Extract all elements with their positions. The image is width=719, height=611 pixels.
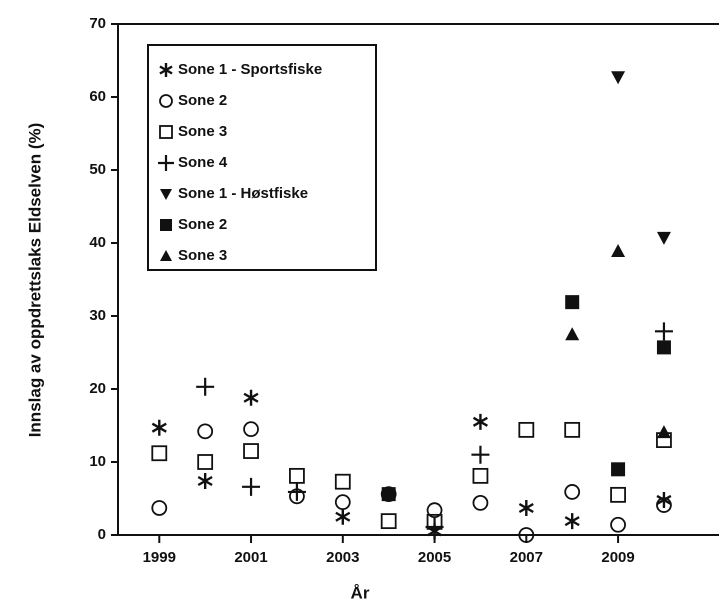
point (564, 421, 581, 438)
x-tick-label: 2009 (601, 549, 634, 566)
y-tick-label: 0 (98, 526, 106, 543)
legend-marker (160, 189, 172, 200)
point (565, 295, 580, 310)
x-tick-label: 2001 (234, 549, 267, 566)
legend-marker (158, 155, 174, 171)
point (472, 467, 489, 484)
point (335, 508, 351, 525)
x-axis-label: År (351, 583, 370, 602)
point (426, 502, 443, 519)
point (289, 467, 305, 484)
x-tick-label: 2003 (326, 549, 359, 566)
y-axis-label: Innslag av oppdrettslaks Eldselven (%) (25, 123, 44, 438)
y-tick-label: 50 (89, 161, 106, 178)
point (611, 244, 626, 258)
y-tick-label: 10 (89, 453, 106, 470)
point (472, 413, 488, 430)
point (472, 494, 489, 511)
legend-marker (160, 250, 172, 261)
point (518, 527, 535, 543)
y-tick-label: 20 (89, 380, 106, 397)
point (243, 421, 259, 438)
point (656, 231, 671, 245)
point (151, 500, 168, 516)
point (334, 473, 351, 490)
point (243, 389, 259, 406)
point (471, 445, 490, 464)
legend-box (147, 44, 377, 271)
point (425, 517, 444, 536)
point (610, 516, 626, 533)
x-tick-label: 2005 (418, 549, 451, 566)
point (656, 425, 671, 439)
legend-label: Sone 2 (178, 92, 227, 109)
point (287, 482, 306, 501)
point (518, 421, 535, 438)
legend-label: Sone 3 (178, 247, 227, 264)
legend-label: Sone 1 - Sportsfiske (178, 61, 322, 78)
point (564, 513, 580, 530)
legend-label: Sone 3 (178, 123, 227, 140)
legend-label: Sone 1 - Høstfiske (178, 185, 308, 202)
point (243, 443, 259, 459)
point (197, 423, 214, 440)
point (197, 454, 214, 470)
point (656, 340, 671, 355)
point (611, 462, 626, 477)
point (610, 486, 626, 503)
legend-marker (159, 125, 173, 139)
point (151, 445, 168, 462)
point (656, 491, 672, 508)
legend-label: Sone 4 (178, 154, 228, 171)
point (565, 327, 580, 341)
legend-marker (159, 94, 173, 108)
y-tick-label: 40 (89, 234, 106, 251)
point (611, 71, 626, 85)
y-tick-label: 70 (89, 15, 106, 32)
point (518, 499, 534, 516)
point (564, 484, 581, 500)
point (242, 477, 261, 496)
point (196, 377, 215, 396)
point (656, 497, 672, 513)
y-tick-label: 30 (89, 307, 106, 324)
point (197, 472, 213, 489)
legend-label: Sone 2 (178, 216, 227, 233)
point (654, 322, 673, 341)
point (151, 419, 167, 436)
y-tick-label: 60 (89, 88, 106, 105)
x-tick-label: 2007 (510, 549, 543, 566)
legend-marker (159, 63, 173, 77)
point (381, 487, 396, 502)
legend-marker (160, 219, 172, 231)
point (380, 513, 397, 530)
x-tick-label: 1999 (143, 549, 176, 566)
point (334, 494, 351, 511)
